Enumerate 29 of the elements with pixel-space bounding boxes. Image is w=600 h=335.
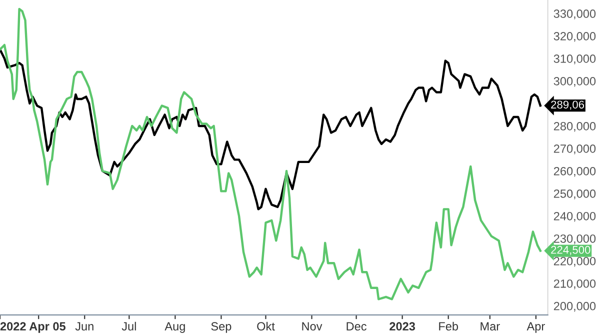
y-tick-label: 260,000 — [554, 166, 596, 177]
y-tick-label: 230,000 — [554, 234, 596, 244]
line-series — [0, 48, 542, 210]
x-tick-label: Dec — [346, 322, 366, 331]
x-tick-label: Mar — [480, 322, 500, 331]
y-tick-label: 250,000 — [554, 189, 596, 200]
y-tick-label: 310,000 — [554, 54, 596, 64]
x-tick-label: Jul — [122, 322, 136, 331]
x-tick-label: Nov — [302, 322, 322, 331]
annotation: 224,500 — [551, 246, 590, 256]
x-tick-label: Okt — [257, 322, 275, 331]
x-tick-label: Jun — [75, 322, 94, 331]
line-series — [0, 8, 542, 300]
x-tick-label: 2022 Apr 05 — [0, 322, 66, 333]
annotation: 289,06 — [551, 100, 584, 110]
y-tick-label: 330,000 — [554, 10, 596, 20]
y-tick-label: 280,000 — [554, 122, 596, 132]
x-tick-label: Aug — [164, 322, 185, 333]
y-tick-label: 200,000 — [554, 302, 596, 312]
x-tick-label: Feb — [439, 322, 458, 331]
y-tick-label: 300,000 — [554, 77, 596, 87]
y-tick-label: 220,000 — [554, 256, 596, 267]
y-tick-label: 210,000 — [554, 279, 596, 290]
x-tick-label: Apr — [526, 322, 545, 333]
y-tick-label: 240,000 — [554, 212, 596, 222]
x-tick-label: 2023 — [390, 322, 416, 331]
y-tick-label: 270,000 — [554, 144, 596, 154]
x-tick-label: Sep — [211, 322, 232, 333]
y-tick-label: 320,000 — [554, 32, 596, 42]
